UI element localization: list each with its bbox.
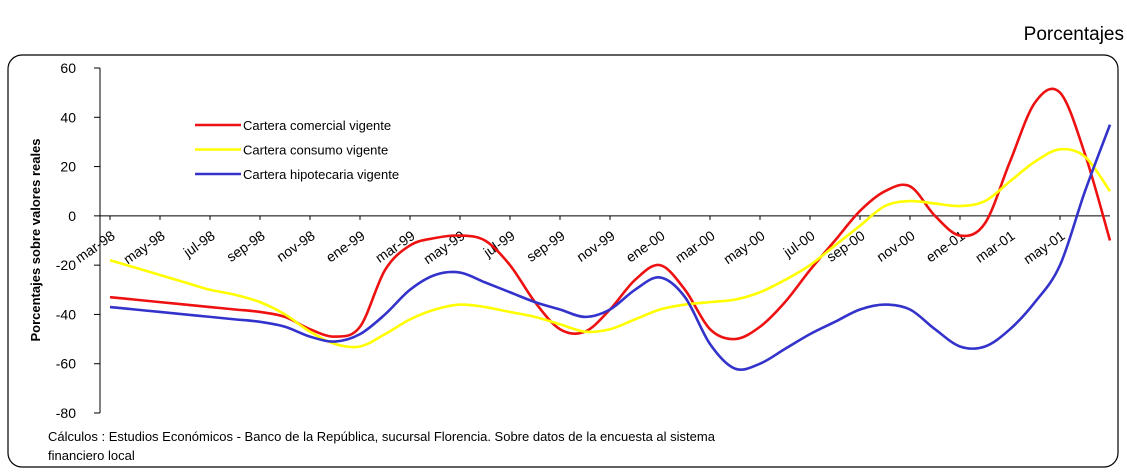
y-tick-label: 40 xyxy=(60,109,76,125)
x-tick-label: nov-00 xyxy=(873,227,917,265)
x-tick-label: may-99 xyxy=(420,227,468,267)
y-tick-label: 0 xyxy=(68,208,76,224)
legend-label: Cartera hipotecaria vigente xyxy=(243,167,399,182)
series-line xyxy=(109,147,1112,349)
chart-title: Porcentajes xyxy=(1024,24,1124,45)
x-tick-label: mar-01 xyxy=(972,227,1018,266)
series-line xyxy=(109,87,1112,341)
y-tick-label: 20 xyxy=(60,159,76,175)
x-tick-label: may-00 xyxy=(720,227,768,267)
y-tick-label: 60 xyxy=(60,60,76,76)
x-tick-label: sep-99 xyxy=(523,227,567,265)
x-tick-label: ene-99 xyxy=(323,227,368,265)
x-tick-label: nov-98 xyxy=(273,227,317,265)
note: Cálculos : Estudios Económicos - Banco d… xyxy=(48,429,716,444)
y-axis-label: Porcentajes sobre valores reales xyxy=(28,138,43,341)
legend-label: Cartera consumo vigente xyxy=(243,143,388,158)
y-tick-label: -20 xyxy=(56,257,76,273)
x-tick-label: jul-00 xyxy=(780,227,818,260)
legend-label: Cartera comercial vigente xyxy=(243,118,391,133)
x-tick-label: may-98 xyxy=(120,227,168,267)
x-tick-label: jul-99 xyxy=(480,227,518,260)
y-tick-label: -60 xyxy=(56,356,76,372)
chart-frame xyxy=(7,54,1119,468)
x-tick-label: ene-01 xyxy=(923,227,968,265)
x-tick-label: sep-98 xyxy=(223,227,267,265)
x-tick-label: mar-00 xyxy=(672,227,718,266)
note: financiero local xyxy=(48,448,135,463)
x-tick-label: ene-00 xyxy=(623,227,668,265)
series-line xyxy=(109,124,1112,372)
x-tick-label: mar-99 xyxy=(372,227,418,266)
x-tick-label: nov-99 xyxy=(573,227,617,265)
x-tick-label: jul-98 xyxy=(180,227,218,260)
y-tick-label: -40 xyxy=(56,306,76,322)
y-tick-label: -80 xyxy=(56,405,76,421)
